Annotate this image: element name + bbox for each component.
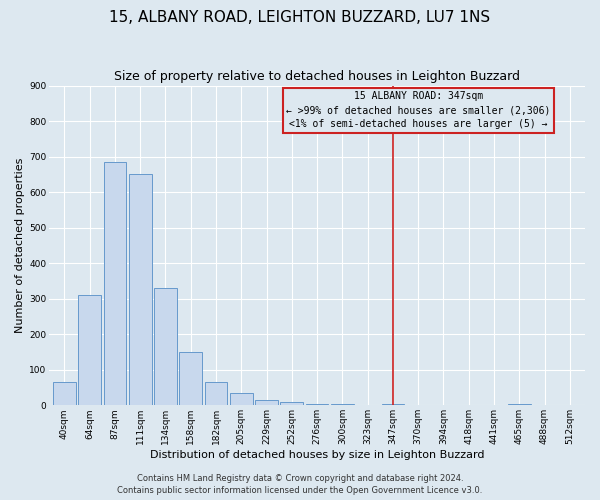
- Text: 15, ALBANY ROAD, LEIGHTON BUZZARD, LU7 1NS: 15, ALBANY ROAD, LEIGHTON BUZZARD, LU7 1…: [109, 10, 491, 25]
- Bar: [129, 174, 152, 406]
- Bar: [306, 404, 328, 406]
- Bar: [179, 352, 202, 406]
- Text: Contains HM Land Registry data © Crown copyright and database right 2024.
Contai: Contains HM Land Registry data © Crown c…: [118, 474, 482, 495]
- Bar: [508, 404, 530, 406]
- Bar: [331, 404, 354, 406]
- X-axis label: Distribution of detached houses by size in Leighton Buzzard: Distribution of detached houses by size …: [150, 450, 484, 460]
- Bar: [255, 400, 278, 406]
- Bar: [53, 382, 76, 406]
- Text: 15 ALBANY ROAD: 347sqm
← >99% of detached houses are smaller (2,306)
<1% of semi: 15 ALBANY ROAD: 347sqm ← >99% of detache…: [286, 92, 550, 130]
- Bar: [104, 162, 126, 406]
- Bar: [154, 288, 177, 406]
- Bar: [78, 295, 101, 406]
- Bar: [205, 382, 227, 406]
- Y-axis label: Number of detached properties: Number of detached properties: [15, 158, 25, 333]
- Bar: [280, 402, 303, 406]
- Title: Size of property relative to detached houses in Leighton Buzzard: Size of property relative to detached ho…: [114, 70, 520, 83]
- Bar: [382, 404, 404, 406]
- Bar: [230, 393, 253, 406]
